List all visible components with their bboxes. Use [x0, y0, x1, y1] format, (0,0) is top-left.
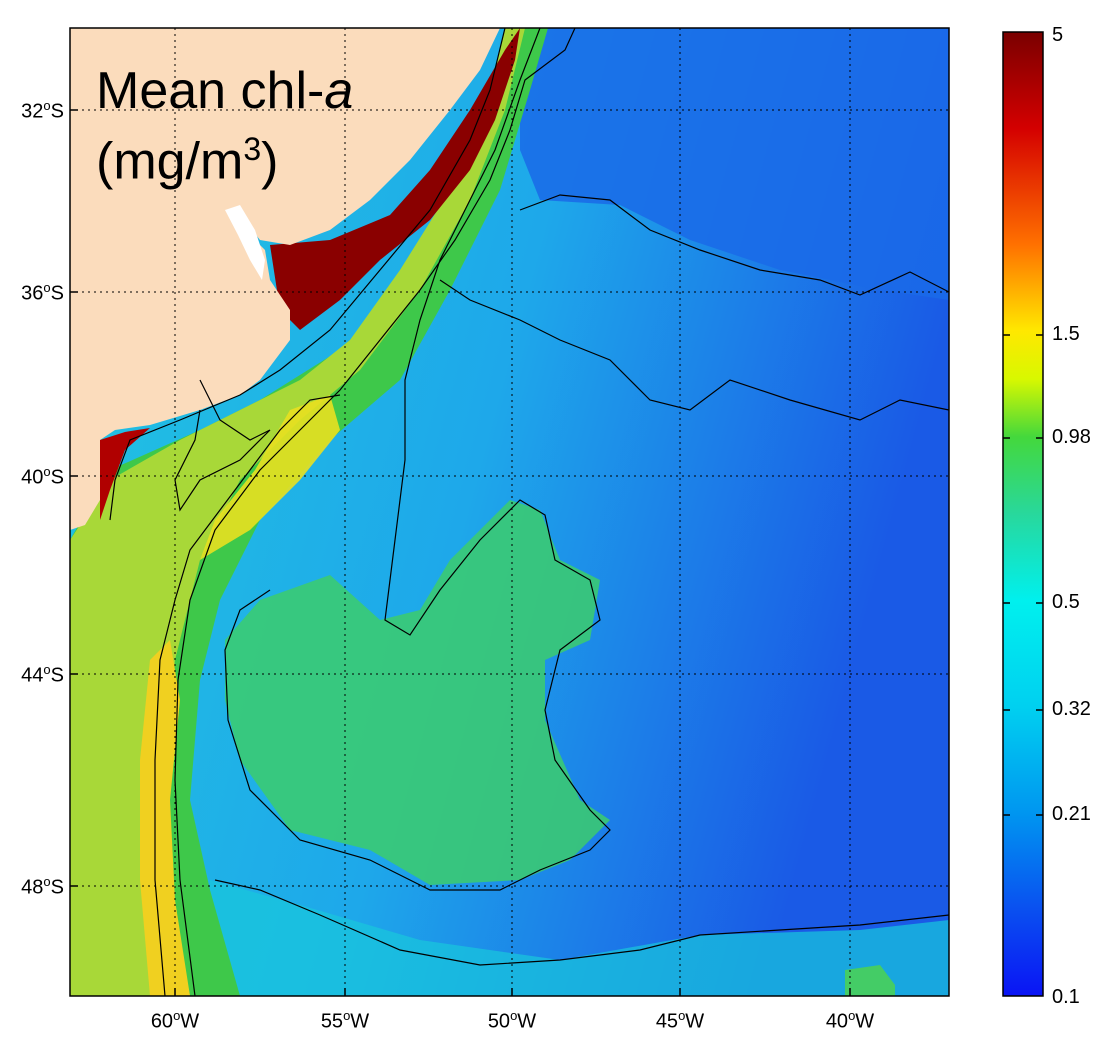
- colorbar-label-0-5: 0.5: [1052, 591, 1080, 613]
- colorbar-label-1-5: 1.5: [1052, 323, 1080, 345]
- southern-cyan-band: [210, 880, 949, 996]
- lon-suffix: W: [517, 1010, 537, 1033]
- coast-gap: [225, 205, 265, 280]
- coastal-red-edge: [100, 428, 150, 520]
- longitude-label-40: 40oW: [810, 1008, 890, 1034]
- degree-mark: o: [43, 280, 51, 295]
- map-title: Mean chl-a (mg/m3): [96, 62, 353, 190]
- title-superscript: 3: [243, 131, 262, 167]
- coastal-high-chlorophyll: [270, 28, 520, 330]
- longitude-label-60: 60oW: [135, 1008, 215, 1034]
- lon-suffix: W: [350, 1010, 370, 1033]
- central-green-patch: [225, 500, 610, 885]
- lat-suffix: S: [50, 466, 64, 489]
- shelf-bright-yellow: [140, 640, 190, 996]
- title-line-1: Mean chl-a: [96, 62, 353, 120]
- longitude-label-55: 55oW: [305, 1008, 385, 1034]
- degree-mark: o: [43, 98, 51, 113]
- lat-value: 32: [21, 100, 44, 123]
- colorbar-label-0-98: 0.98: [1052, 426, 1091, 448]
- lat-value: 44: [21, 664, 44, 687]
- lon-value: 60: [150, 1010, 174, 1033]
- longitude-label-50: 50oW: [472, 1008, 552, 1034]
- lon-suffix: W: [180, 1010, 200, 1033]
- degree-mark: o: [678, 1008, 686, 1023]
- lon-value: 40: [825, 1010, 849, 1033]
- colorbar-label-max: 5: [1052, 24, 1064, 46]
- title-close-paren: ): [261, 132, 279, 191]
- low-chlorophyll-region: [520, 28, 949, 300]
- shelf-yellow-band: [70, 28, 525, 996]
- lat-suffix: S: [50, 282, 64, 305]
- lat-value: 40: [21, 466, 44, 489]
- lat-suffix: S: [50, 664, 64, 687]
- lon-suffix: W: [855, 1010, 875, 1033]
- map-area: [70, 28, 949, 996]
- colorbar-label-min: 0.1: [1052, 986, 1080, 1008]
- degree-mark: o: [343, 1008, 351, 1023]
- colorbar-ticks: [1003, 334, 1043, 816]
- lon-value: 55: [320, 1010, 344, 1033]
- degree-mark: o: [510, 1008, 518, 1023]
- latitude-label-36: 36oS: [4, 280, 64, 306]
- lon-suffix: W: [685, 1010, 705, 1033]
- map-border: [69, 27, 950, 997]
- graticule: [70, 28, 949, 996]
- degree-mark: o: [43, 464, 51, 479]
- lat-suffix: S: [50, 100, 64, 123]
- title-units: (mg/m: [96, 132, 244, 191]
- colorbar-label-0-21: 0.21: [1052, 803, 1091, 825]
- latitude-label-32: 32oS: [4, 98, 64, 124]
- island-green-patch: [845, 965, 895, 996]
- degree-mark: o: [173, 1008, 181, 1023]
- axis-ticks: [70, 109, 851, 996]
- title-italic: a: [324, 62, 354, 120]
- latitude-label-40: 40oS: [4, 464, 64, 490]
- latitude-label-44: 44oS: [4, 662, 64, 688]
- degree-mark: o: [43, 662, 51, 677]
- lat-value: 36: [21, 282, 44, 305]
- degree-mark: o: [43, 874, 51, 889]
- land-mass: [70, 28, 500, 530]
- longitude-label-45: 45oW: [640, 1008, 720, 1034]
- colorbar: [1002, 31, 1044, 997]
- lon-value: 50: [487, 1010, 511, 1033]
- title-line-2: (mg/m3): [96, 120, 353, 190]
- colorbar-label-0-32: 0.32: [1052, 698, 1091, 720]
- latitude-label-48: 48oS: [4, 874, 64, 900]
- lon-value: 45: [655, 1010, 679, 1033]
- lat-value: 48: [21, 876, 44, 899]
- degree-mark: o: [848, 1008, 856, 1023]
- title-text: Mean chl-: [96, 62, 325, 120]
- lat-suffix: S: [50, 876, 64, 899]
- shelf-yellow-strip: [200, 395, 340, 560]
